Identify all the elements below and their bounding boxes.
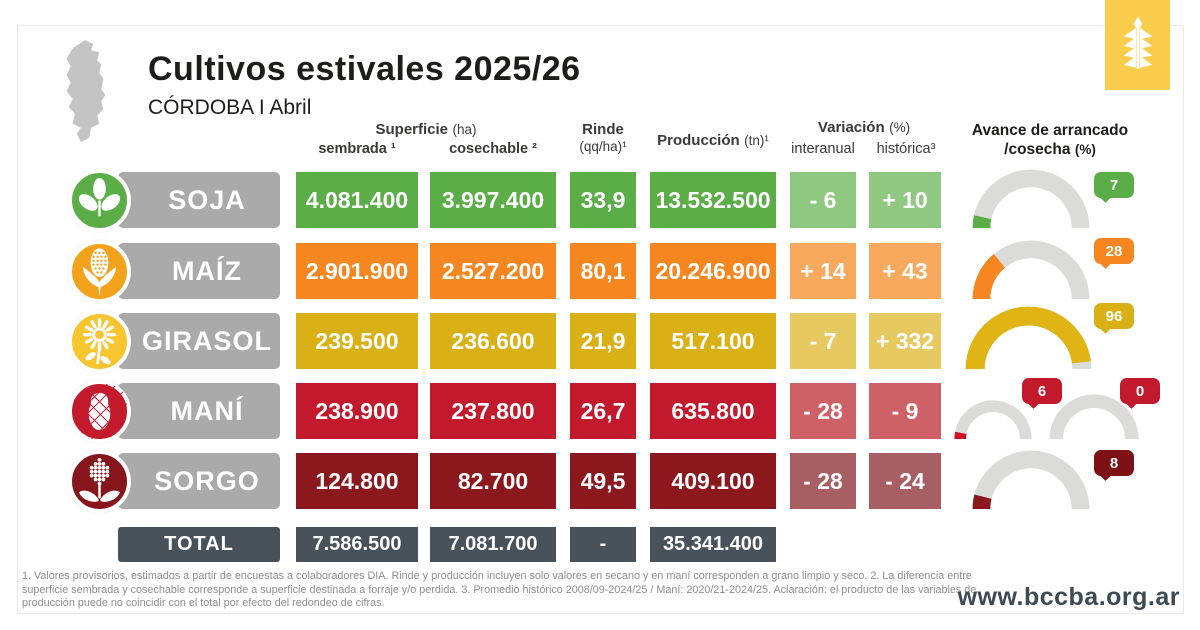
header-avance-line1: Avance de arrancado [971,122,1129,139]
header-avance: Avance de arrancado /cosecha (%) [952,121,1148,159]
harvest-progress-gauge: 28 [952,238,1148,300]
header-variacion-unit: (%) [889,120,911,135]
cell-cosechable: 3.997.400 [430,172,556,228]
crop-name-band: MANÍ [118,383,280,439]
cell-total-produccion: 35.341.400 [650,527,776,562]
header-variacion: Variación (%) [783,119,945,136]
total-band: TOTAL [118,527,280,562]
cell-rinde: 33,9 [570,172,636,228]
bccba-logo-square [1105,0,1170,90]
cell-var-interanual: - 7 [790,313,856,369]
header-superficie-unit: (ha) [452,122,477,137]
cell-sembrada: 124.800 [296,453,418,509]
header-sembrada: sembrada ¹ [318,141,396,157]
crop-name-band: SOJA [118,172,280,228]
header-superficie-label: Superficie [375,121,449,138]
gauge-value: 96 [1105,307,1123,325]
cell-cosechable: 236.600 [430,313,556,369]
harvest-progress-gauge: 8 [952,450,1148,510]
harvest-progress-gauge: 7 [952,169,1148,229]
table-row-soja: SOJA 4.081.400 3.997.400 33,9 13.532.500… [0,169,1200,232]
gauge-value-badge: 6 [1022,378,1062,409]
gauge-value: 0 [1135,382,1145,400]
cell-rinde: 21,9 [570,313,636,369]
header-produccion: Producción (tn)¹ [638,132,788,149]
header-cosechable: cosechable ² [449,141,537,157]
header-produccion-label: Producción [657,132,740,149]
header-superficie: Superficie (ha) [296,121,556,138]
footnote-text: 1. Valores provisorios, estimados a part… [22,570,977,610]
harvest-progress-gauge: 96 [952,303,1148,370]
cell-total-sembrada: 7.586.500 [296,527,418,562]
gauge-value: 28 [1105,242,1123,260]
cell-sembrada: 239.500 [296,313,418,369]
table-row-maiz: MAÍZ 2.901.900 2.527.200 80,1 20.246.900… [0,238,1200,303]
gauge-value-badge: 7 [1094,172,1134,203]
gauge-value-badge: 96 [1094,303,1134,334]
header-rinde-unit: (qq/ha)¹ [579,139,627,154]
header-avance-unit: (%) [1074,142,1096,157]
cell-cosechable: 237.800 [430,383,556,439]
header-historica: histórica³ [876,141,936,157]
header-variacion-label: Variación [817,119,885,136]
cell-rinde: 80,1 [570,243,636,299]
page-subtitle: CÓRDOBA I Abril [148,96,312,119]
cell-cosechable: 82.700 [430,453,556,509]
cell-sembrada: 238.900 [296,383,418,439]
cell-var-historica: + 332 [869,313,941,369]
header-avance-line2: /cosecha [1004,141,1071,158]
crop-name-band: MAÍZ [118,243,280,299]
cell-sembrada: 2.901.900 [296,243,418,299]
cell-produccion: 13.532.500 [650,172,776,228]
cell-rinde: 49,5 [570,453,636,509]
cell-total-cosechable: 7.081.700 [430,527,556,562]
harvest-progress-gauges: 6 0 [952,378,1160,440]
cell-var-historica: - 24 [869,453,941,509]
website-url: www.bccba.org.ar [957,583,1180,611]
soybean-icon [68,169,131,232]
header-rinde-label: Rinde [582,121,624,138]
crop-name-band: SORGO [118,453,280,509]
header-rinde: Rinde (qq/ha)¹ [555,121,651,155]
table-row-girasol: GIRASOL 239.500 236.600 21,9 517.100 - 7… [0,303,1200,373]
cell-var-historica: + 10 [869,172,941,228]
cell-rinde: 26,7 [570,383,636,439]
cell-cosechable: 2.527.200 [430,243,556,299]
cell-var-interanual: + 14 [790,243,856,299]
gauge-value: 7 [1109,176,1119,194]
page-title: Cultivos estivales 2025/26 [148,50,581,88]
gauge-value-badge: 8 [1094,450,1134,481]
crop-name-band: GIRASOL [118,313,280,369]
cell-produccion: 635.800 [650,383,776,439]
cell-var-interanual: - 28 [790,453,856,509]
table-row-total: TOTAL 7.586.500 7.081.700 - 35.341.400 [0,527,1200,562]
peanut-icon [68,380,131,443]
gauge-value: 8 [1109,454,1119,472]
cell-sembrada: 4.081.400 [296,172,418,228]
gauge-value-badge: 28 [1094,238,1134,269]
header-interanual: interanual [791,141,855,157]
cell-var-interanual: - 28 [790,383,856,439]
cell-produccion: 409.100 [650,453,776,509]
header-produccion-unit: (tn)¹ [744,133,769,148]
sunflower-icon [68,310,131,373]
cell-var-interanual: - 6 [790,172,856,228]
cell-var-historica: - 9 [869,383,941,439]
sorghum-icon [68,450,131,513]
cell-produccion: 517.100 [650,313,776,369]
gauge-value-badge: 0 [1120,378,1160,409]
table-row-mani: MANÍ 238.900 237.800 26,7 635.800 - 28 -… [0,378,1200,443]
table-row-sorgo: SORGO 124.800 82.700 49,5 409.100 - 28 -… [0,450,1200,513]
cordoba-map [58,38,116,144]
cell-var-historica: + 43 [869,243,941,299]
cell-total-rinde: - [570,527,636,562]
cell-produccion: 20.246.900 [650,243,776,299]
gauge-value: 6 [1037,382,1047,400]
corn-icon [68,240,131,303]
wheat-icon [1119,14,1157,77]
